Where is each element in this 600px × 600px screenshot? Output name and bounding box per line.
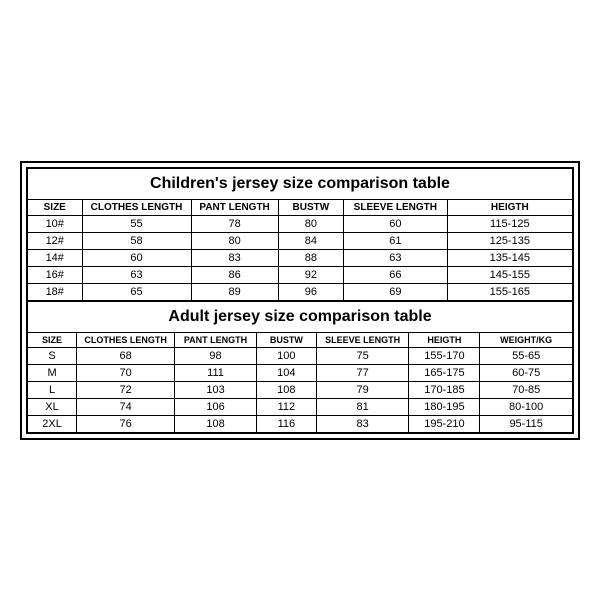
col-bust: BUSTW — [256, 332, 316, 347]
col-size: SIZE — [28, 332, 77, 347]
cell: 63 — [344, 249, 448, 266]
cell: 78 — [191, 215, 278, 232]
cell: 88 — [278, 249, 343, 266]
cell: 16# — [28, 266, 83, 283]
cell: 95-115 — [480, 415, 573, 432]
cell: 135-145 — [447, 249, 572, 266]
adult-table-title: Adult jersey size comparison table — [28, 301, 573, 332]
children-header-row: SIZE CLOTHES LENGTH PANT LENGTH BUSTW SL… — [28, 199, 573, 215]
col-pant: PANT LENGTH — [175, 332, 257, 347]
cell: M — [28, 364, 77, 381]
cell: 74 — [77, 398, 175, 415]
cell: 10# — [28, 215, 83, 232]
cell: 155-170 — [409, 347, 480, 364]
cell: 115-125 — [447, 215, 572, 232]
cell: 63 — [82, 266, 191, 283]
cell: 104 — [256, 364, 316, 381]
cell: 75 — [316, 347, 409, 364]
cell: 65 — [82, 283, 191, 300]
cell: 69 — [344, 283, 448, 300]
table-row: 14# 60 83 88 63 135-145 — [28, 249, 573, 266]
cell: 66 — [344, 266, 448, 283]
col-bust: BUSTW — [278, 199, 343, 215]
col-height: HEIGTH — [409, 332, 480, 347]
adult-size-table: Adult jersey size comparison table SIZE … — [27, 301, 573, 433]
cell: 116 — [256, 415, 316, 432]
cell: 106 — [175, 398, 257, 415]
cell: 79 — [316, 381, 409, 398]
table-row: 12# 58 80 84 61 125-135 — [28, 232, 573, 249]
cell: 2XL — [28, 415, 77, 432]
cell: 108 — [175, 415, 257, 432]
cell: 60 — [344, 215, 448, 232]
cell: 112 — [256, 398, 316, 415]
cell: 125-135 — [447, 232, 572, 249]
cell: 60-75 — [480, 364, 573, 381]
cell: 60 — [82, 249, 191, 266]
table-row: 18# 65 89 96 69 155-165 — [28, 283, 573, 300]
table-row: XL 74 106 112 81 180-195 80-100 — [28, 398, 573, 415]
cell: 12# — [28, 232, 83, 249]
col-height: HEIGTH — [447, 199, 572, 215]
cell: 108 — [256, 381, 316, 398]
cell: 96 — [278, 283, 343, 300]
cell: 145-155 — [447, 266, 572, 283]
cell: 100 — [256, 347, 316, 364]
cell: 76 — [77, 415, 175, 432]
col-clothes: CLOTHES LENGTH — [82, 199, 191, 215]
cell: 18# — [28, 283, 83, 300]
cell: 165-175 — [409, 364, 480, 381]
cell: 68 — [77, 347, 175, 364]
col-weight: WEIGHT/KG — [480, 332, 573, 347]
cell: 55-65 — [480, 347, 573, 364]
col-sleeve: SLEEVE LENGTH — [316, 332, 409, 347]
cell: 80 — [278, 215, 343, 232]
table-row: 2XL 76 108 116 83 195-210 95-115 — [28, 415, 573, 432]
cell: 195-210 — [409, 415, 480, 432]
cell: 84 — [278, 232, 343, 249]
cell: 81 — [316, 398, 409, 415]
table-row: M 70 111 104 77 165-175 60-75 — [28, 364, 573, 381]
table-row: S 68 98 100 75 155-170 55-65 — [28, 347, 573, 364]
cell: 83 — [191, 249, 278, 266]
cell: 80-100 — [480, 398, 573, 415]
cell: 83 — [316, 415, 409, 432]
adult-header-row: SIZE CLOTHES LENGTH PANT LENGTH BUSTW SL… — [28, 332, 573, 347]
col-size: SIZE — [28, 199, 83, 215]
cell: 92 — [278, 266, 343, 283]
size-chart-inner: Children's jersey size comparison table … — [26, 167, 574, 434]
table-row: L 72 103 108 79 170-185 70-85 — [28, 381, 573, 398]
cell: 70 — [77, 364, 175, 381]
size-chart-frame: Children's jersey size comparison table … — [20, 161, 580, 440]
cell: XL — [28, 398, 77, 415]
cell: L — [28, 381, 77, 398]
cell: 170-185 — [409, 381, 480, 398]
table-row: 16# 63 86 92 66 145-155 — [28, 266, 573, 283]
col-pant: PANT LENGTH — [191, 199, 278, 215]
cell: 58 — [82, 232, 191, 249]
cell: 180-195 — [409, 398, 480, 415]
cell: 155-165 — [447, 283, 572, 300]
children-size-table: Children's jersey size comparison table … — [27, 168, 573, 301]
cell: S — [28, 347, 77, 364]
col-clothes: CLOTHES LENGTH — [77, 332, 175, 347]
table-row: 10# 55 78 80 60 115-125 — [28, 215, 573, 232]
cell: 14# — [28, 249, 83, 266]
cell: 72 — [77, 381, 175, 398]
col-sleeve: SLEEVE LENGTH — [344, 199, 448, 215]
cell: 89 — [191, 283, 278, 300]
cell: 103 — [175, 381, 257, 398]
cell: 86 — [191, 266, 278, 283]
cell: 70-85 — [480, 381, 573, 398]
cell: 98 — [175, 347, 257, 364]
cell: 111 — [175, 364, 257, 381]
cell: 55 — [82, 215, 191, 232]
cell: 61 — [344, 232, 448, 249]
cell: 77 — [316, 364, 409, 381]
cell: 80 — [191, 232, 278, 249]
children-table-title: Children's jersey size comparison table — [28, 168, 573, 199]
